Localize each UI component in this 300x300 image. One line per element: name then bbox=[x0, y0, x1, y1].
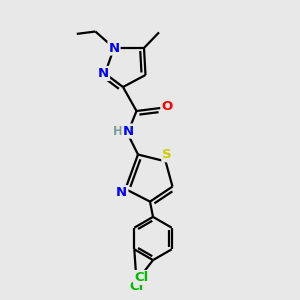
Text: Cl: Cl bbox=[129, 280, 143, 293]
Text: N: N bbox=[116, 186, 128, 199]
Text: S: S bbox=[162, 148, 172, 161]
Text: N: N bbox=[108, 41, 120, 55]
Text: H: H bbox=[113, 124, 123, 138]
Text: N: N bbox=[122, 124, 134, 138]
Text: Cl: Cl bbox=[134, 271, 148, 284]
Text: O: O bbox=[161, 100, 173, 113]
Text: N: N bbox=[98, 67, 109, 80]
